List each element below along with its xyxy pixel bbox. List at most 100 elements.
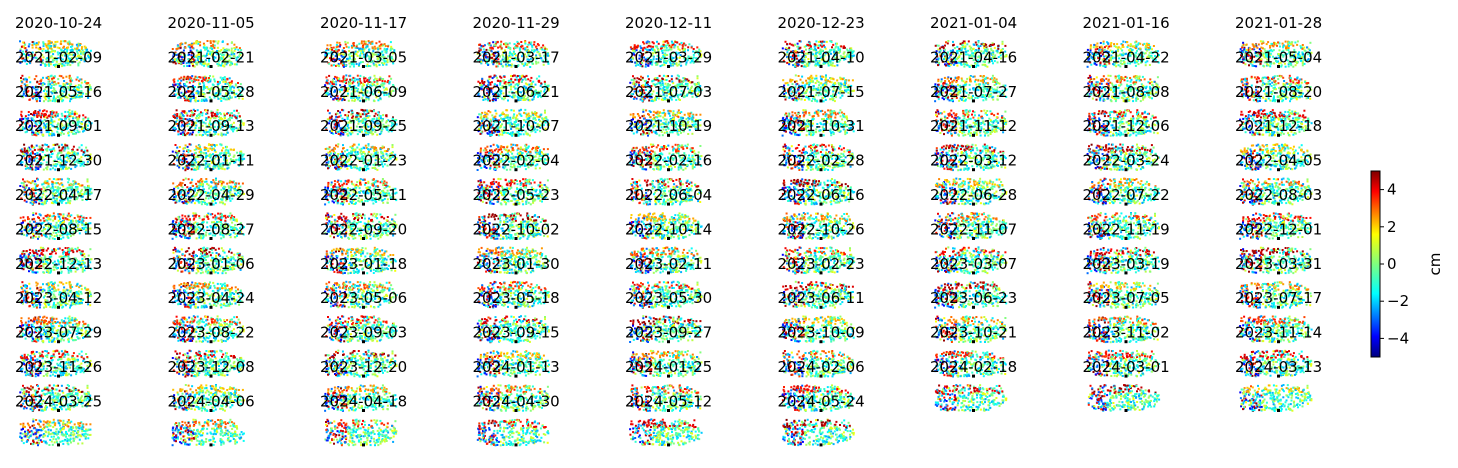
- heatmap-pixel: [642, 41, 645, 44]
- heatmap-pixel: [524, 78, 527, 81]
- heatmap-pixel: [1152, 45, 1155, 47]
- heatmap-pixel: [235, 63, 238, 66]
- heatmap-pixel: [68, 40, 71, 43]
- heatmap-pixel: [638, 78, 641, 81]
- heatmap-pixel: [172, 52, 175, 55]
- heatmap-pixel: [61, 63, 64, 65]
- heatmap-pixel: [493, 44, 496, 47]
- heatmap-pixel: [189, 46, 192, 49]
- heatmap-pixel: [359, 74, 362, 77]
- heatmap-pixel: [224, 59, 227, 62]
- heatmap-pixel: [76, 50, 79, 53]
- heatmap-pixel: [937, 80, 940, 83]
- heatmap-pixel: [362, 43, 365, 46]
- heatmap-pixel: [199, 41, 202, 44]
- heatmap-pixel: [230, 51, 233, 54]
- heatmap-pixel: [806, 43, 809, 46]
- heatmap-pixel: [80, 58, 83, 61]
- heatmap-pixel: [197, 53, 200, 56]
- heatmap-pixel: [657, 42, 660, 45]
- heatmap-pixel: [204, 59, 207, 62]
- tile-date-label: 2021-03-05: [320, 48, 407, 66]
- heatmap-pixel: [191, 46, 194, 49]
- heatmap-pixel: [31, 51, 34, 54]
- heatmap-pixel: [665, 40, 668, 43]
- heatmap-pixel: [45, 58, 48, 61]
- heatmap-pixel: [533, 43, 536, 46]
- heatmap-pixel: [179, 55, 182, 58]
- heatmap-pixel: [1129, 44, 1132, 47]
- heatmap-pixel: [379, 56, 381, 59]
- heatmap-pixel: [203, 64, 206, 67]
- heatmap-pixel: [496, 76, 498, 79]
- heatmap-pixel: [235, 46, 238, 49]
- heatmap-pixel: [696, 77, 699, 80]
- heatmap-pixel: [57, 78, 60, 81]
- heatmap-pixel: [187, 58, 190, 61]
- heatmap-pixel: [42, 56, 45, 59]
- heatmap-pixel: [200, 52, 203, 55]
- heatmap-pixel: [668, 80, 671, 83]
- heatmap-pixel: [982, 43, 985, 46]
- heatmap-pixel: [69, 64, 72, 67]
- heatmap-pixel: [222, 51, 225, 54]
- displacement-tile: 2020-11-05: [168, 14, 255, 68]
- tile-date-label: 2021-03-17: [473, 48, 560, 66]
- heatmap-pixel: [943, 76, 946, 79]
- heatmap-pixel: [175, 54, 178, 56]
- heatmap-pixel: [180, 60, 183, 63]
- heatmap-pixel: [387, 45, 389, 48]
- heatmap-pixel: [52, 53, 55, 56]
- heatmap-pixel: [207, 53, 210, 56]
- heatmap-pixel: [60, 60, 63, 63]
- heatmap-pixel: [500, 76, 503, 79]
- tile-date-label: 2021-02-21: [168, 48, 255, 66]
- heatmap-pixel: [325, 79, 328, 82]
- heatmap-pixel: [213, 46, 216, 49]
- heatmap-pixel: [966, 77, 969, 80]
- heatmap-pixel: [688, 43, 691, 46]
- heatmap-pixel: [87, 51, 89, 54]
- heatmap-pixel: [797, 75, 800, 77]
- heatmap-pixel: [206, 40, 209, 42]
- heatmap-pixel: [42, 42, 45, 45]
- heatmap-pixel: [952, 44, 954, 47]
- heatmap-pixel: [236, 56, 239, 59]
- heatmap-pixel: [527, 43, 530, 46]
- heatmap-pixel: [790, 43, 793, 46]
- heatmap-pixel: [28, 43, 31, 46]
- heatmap-pixel: [193, 59, 196, 62]
- heatmap-pixel: [344, 40, 347, 43]
- heatmap-pixel: [51, 41, 53, 44]
- heatmap-pixel: [504, 42, 507, 45]
- heatmap-pixel: [180, 51, 183, 54]
- heatmap-pixel: [643, 80, 646, 82]
- heatmap-pixel: [175, 59, 178, 62]
- heatmap-pixel: [630, 78, 633, 81]
- heatmap-pixel: [228, 49, 230, 52]
- heatmap-pixel: [197, 42, 200, 45]
- heatmap-pixel: [352, 76, 355, 79]
- heatmap-pixel: [174, 52, 177, 55]
- heatmap-pixel: [226, 43, 229, 46]
- heatmap-pixel: [37, 43, 40, 46]
- heatmap-pixel: [76, 47, 79, 50]
- heatmap-pixel: [69, 59, 71, 62]
- heatmap-pixel: [360, 40, 363, 43]
- heatmap-pixel: [26, 78, 28, 81]
- heatmap-pixel: [84, 47, 87, 50]
- heatmap-pixel: [182, 62, 185, 64]
- heatmap-pixel: [49, 63, 52, 66]
- heatmap-pixel: [72, 54, 75, 56]
- tile-grid: 2020-10-24 2020-11-05 2020-11-17 2020-11-29…: [15, 14, 1322, 447]
- heatmap-pixel: [508, 42, 511, 45]
- heatmap-pixel: [811, 77, 814, 80]
- heatmap-pixel: [240, 52, 243, 54]
- tile-date-label: 2021-01-16: [1083, 14, 1170, 32]
- heatmap-pixel: [342, 75, 345, 78]
- heatmap-pixel: [696, 75, 699, 78]
- heatmap-pixel: [368, 77, 371, 80]
- heatmap-pixel: [666, 43, 669, 46]
- heatmap-pixel: [671, 42, 674, 44]
- heatmap-pixel: [202, 78, 205, 81]
